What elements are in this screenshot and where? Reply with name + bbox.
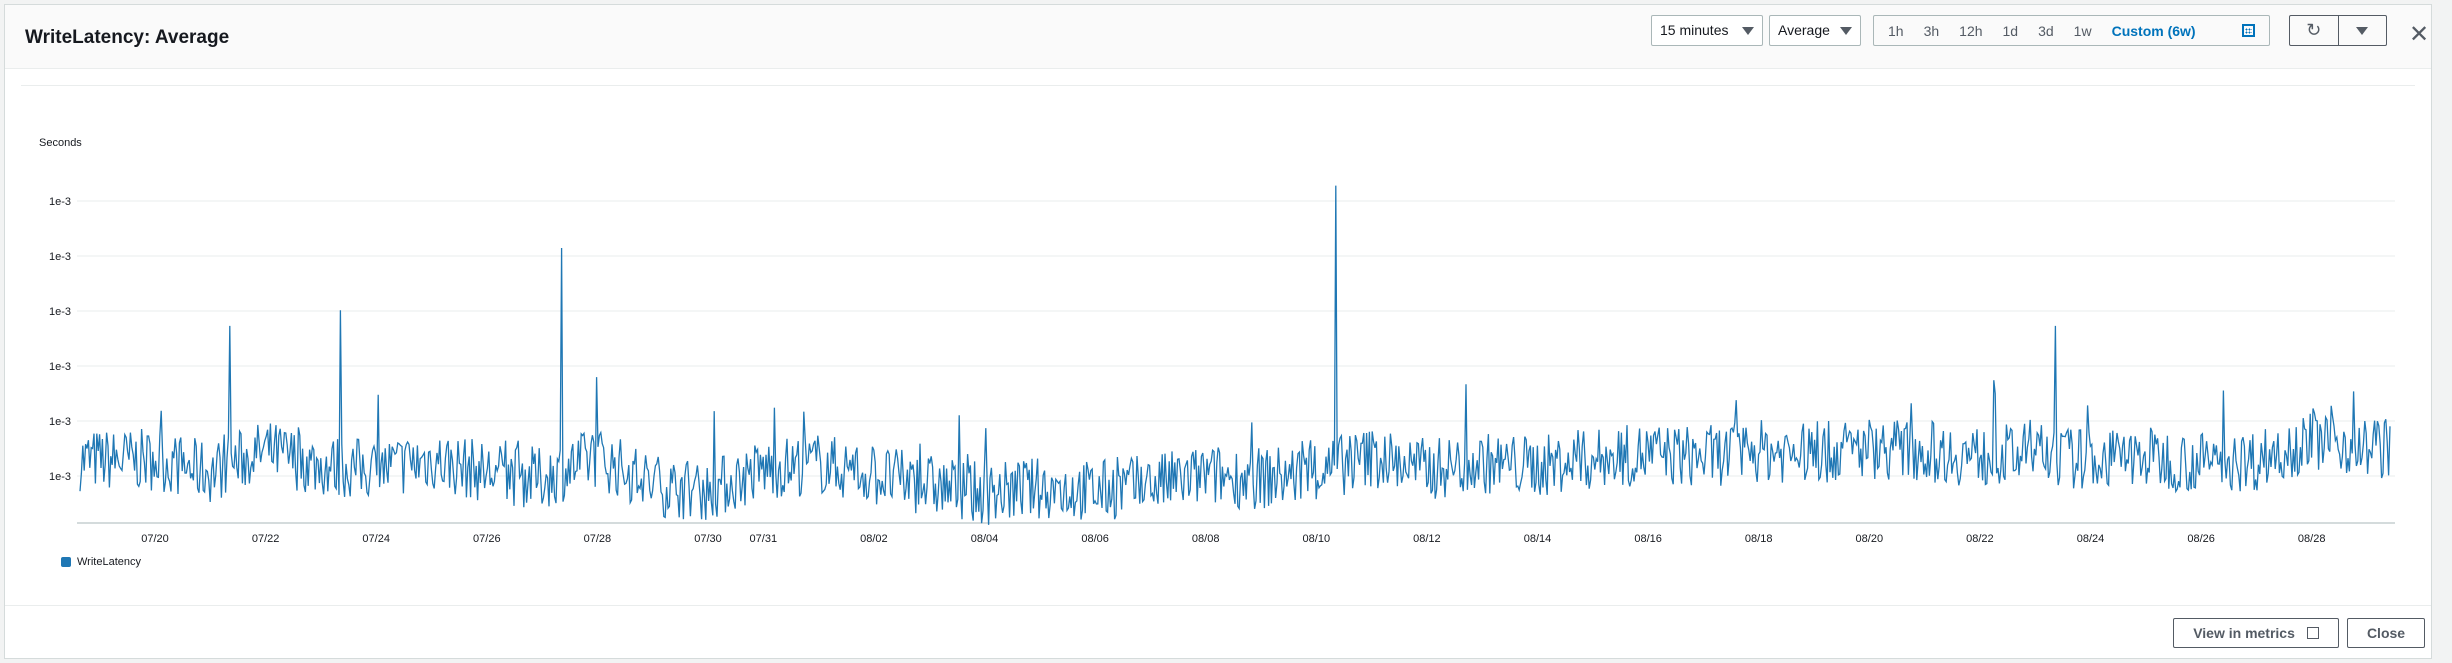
x-tick-label: 08/28	[2297, 533, 2326, 545]
external-link-icon	[2306, 627, 2319, 639]
chart-legend: WriteLatency	[61, 556, 141, 568]
x-tick-label: 07/26	[473, 533, 501, 545]
chart-divider	[21, 85, 2415, 86]
y-tick-label: 1e-3	[49, 416, 72, 428]
close-button[interactable]: Close	[2347, 618, 2425, 648]
x-tick-label: 08/14	[1523, 533, 1552, 545]
period-select[interactable]: 15 minutes	[1651, 15, 1763, 46]
x-tick-label: 07/24	[362, 533, 390, 545]
x-tick-label: 08/06	[1081, 533, 1109, 545]
close-button-label: Close	[2366, 625, 2406, 641]
metric-modal: WriteLatency: Average 15 minutes Average…	[4, 4, 2432, 659]
refresh-options-button[interactable]	[2337, 16, 2387, 45]
x-tick-label: 08/08	[1191, 533, 1220, 545]
calendar-icon[interactable]	[2242, 24, 2255, 37]
x-tick-label: 08/20	[1855, 533, 1884, 545]
x-tick-label: 08/24	[2076, 533, 2105, 545]
x-tick-label: 08/26	[2187, 533, 2215, 545]
modal-header: WriteLatency: Average 15 minutes Average…	[5, 5, 2431, 69]
footer-divider	[5, 605, 2431, 606]
y-tick-label: 1e-3	[49, 251, 72, 263]
series-line-writelatency	[79, 185, 2391, 525]
y-tick-label: 1e-3	[49, 306, 72, 318]
legend-label: WriteLatency	[77, 556, 141, 568]
caret-down-icon	[2356, 27, 2369, 35]
range-3h[interactable]: 3h	[1923, 22, 1940, 39]
statistic-select[interactable]: Average	[1769, 15, 1861, 46]
range-1h[interactable]: 1h	[1888, 22, 1904, 39]
statistic-select-value: Average	[1778, 22, 1830, 38]
view-in-metrics-button[interactable]: View in metrics	[2173, 618, 2339, 648]
range-1d[interactable]: 1d	[2002, 22, 2019, 39]
chart-plot-area	[77, 185, 2395, 525]
range-1w[interactable]: 1w	[2073, 22, 2092, 39]
y-axis-label: Seconds	[39, 137, 82, 149]
refresh-button[interactable]: ↻	[2290, 16, 2338, 45]
x-tick-label: 08/02	[860, 533, 888, 545]
x-tick-label: 08/12	[1413, 533, 1441, 545]
x-tick-label: 08/16	[1634, 533, 1662, 545]
y-tick-label: 1e-3	[49, 196, 72, 208]
range-12h[interactable]: 12h	[1959, 22, 1983, 39]
caret-down-icon	[1840, 27, 1852, 35]
refresh-icon: ↻	[2306, 20, 2322, 40]
close-icon[interactable]: ✕	[2409, 21, 2430, 48]
y-tick-label: 1e-3	[49, 361, 72, 373]
modal-title: WriteLatency: Average	[25, 27, 230, 48]
x-tick-label: 07/22	[251, 533, 280, 545]
range-3d[interactable]: 3d	[2038, 22, 2054, 39]
x-tick-label: 08/18	[1744, 533, 1773, 545]
caret-down-icon	[1742, 27, 1754, 35]
range-custom[interactable]: Custom (6w)	[2111, 22, 2196, 39]
legend-swatch	[61, 557, 71, 567]
x-tick-label: 08/04	[970, 533, 999, 545]
x-tick-label: 07/31	[749, 533, 778, 545]
view-in-metrics-label: View in metrics	[2193, 625, 2295, 641]
x-tick-label: 07/20	[141, 533, 169, 545]
x-tick-label: 07/30	[694, 533, 722, 545]
refresh-button-group: ↻	[2289, 15, 2387, 46]
time-range-selector: 1h 3h 12h 1d 3d 1w Custom (6w)	[1873, 15, 2270, 46]
period-select-value: 15 minutes	[1660, 22, 1729, 38]
y-tick-label: 1e-3	[49, 471, 72, 483]
x-tick-label: 08/10	[1302, 533, 1331, 545]
x-tick-label: 08/22	[1966, 533, 1994, 545]
x-tick-label: 07/28	[583, 533, 612, 545]
